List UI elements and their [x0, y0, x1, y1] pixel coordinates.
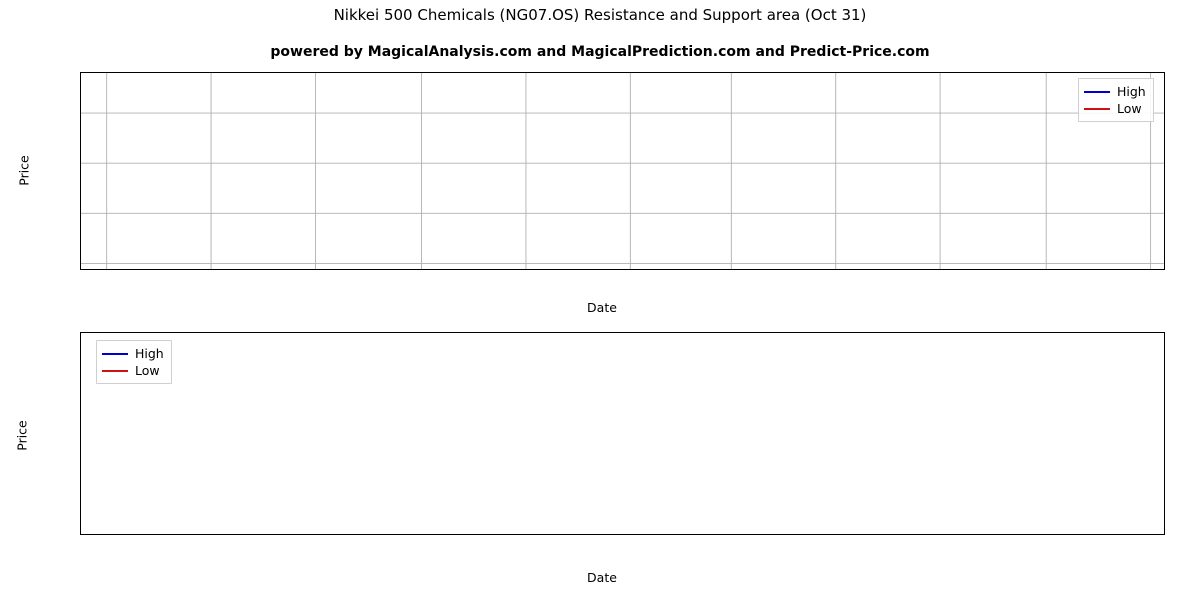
top-chart-panel: Price Date High Low [16, 72, 1165, 315]
bottom-plot-area [80, 332, 1165, 535]
legend-label-high: High [135, 346, 164, 361]
top-plot-area [80, 72, 1165, 270]
legend-swatch-high [1084, 90, 1110, 93]
legend-swatch-low [102, 369, 128, 372]
legend-label-low: Low [135, 363, 160, 378]
bottom-chart-panel: Price Date High Low [0, 320, 1200, 600]
bottom-y-axis-label: Price [14, 420, 30, 451]
top-chart-svg [81, 73, 1164, 269]
legend-label-high: High [1117, 84, 1146, 99]
legend-label-low: Low [1117, 101, 1142, 116]
bottom-chart-legend[interactable]: High Low [96, 340, 172, 384]
legend-swatch-high [102, 352, 128, 355]
bottom-x-axis-label: Date [587, 570, 617, 585]
legend-item-low[interactable]: Low [102, 362, 164, 379]
page-subtitle: powered by MagicalAnalysis.com and Magic… [270, 44, 930, 60]
legend-item-low[interactable]: Low [1084, 100, 1146, 117]
top-y-axis-label: Price [16, 155, 32, 186]
page-title: Nikkei 500 Chemicals (NG07.OS) Resistanc… [333, 6, 867, 24]
top-x-axis-label: Date [587, 300, 617, 315]
legend-item-high[interactable]: High [1084, 83, 1146, 100]
bottom-chart-svg [81, 333, 1165, 535]
legend-item-high[interactable]: High [102, 345, 164, 362]
top-chart-legend[interactable]: High Low [1078, 78, 1154, 122]
legend-swatch-low [1084, 107, 1110, 110]
